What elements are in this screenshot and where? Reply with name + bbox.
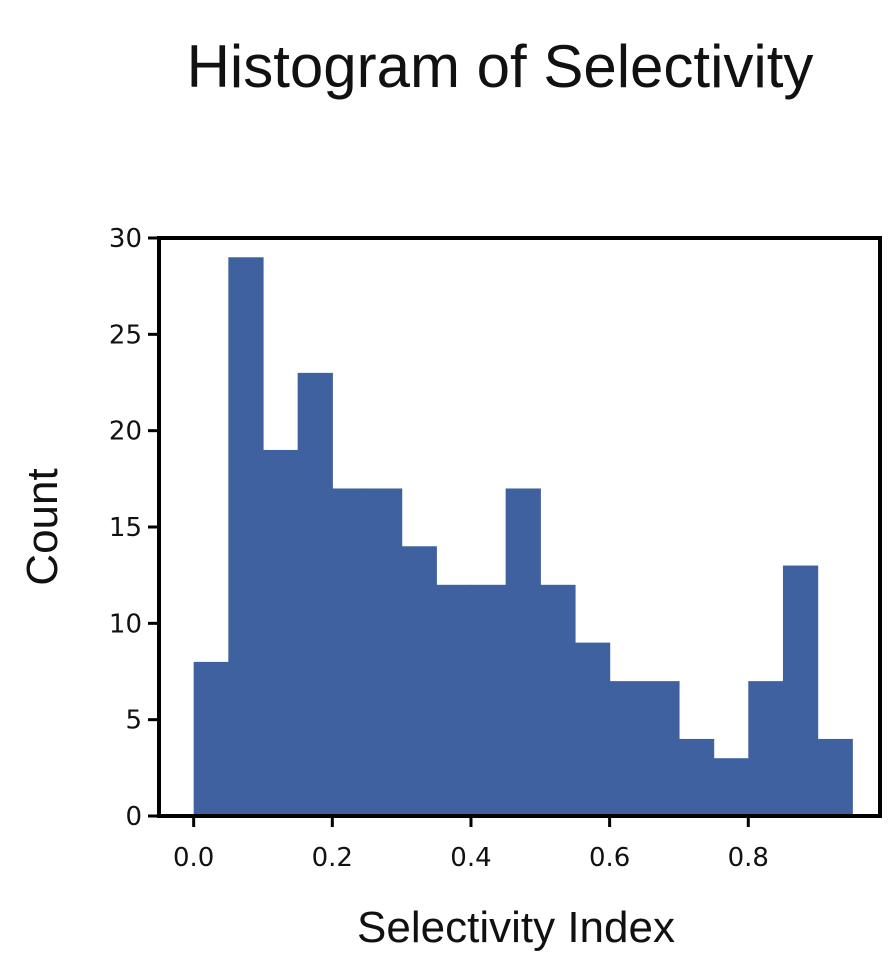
- x-tick-label: 0.8: [728, 843, 769, 873]
- histogram-bar: [678, 738, 715, 816]
- chart-title: Histogram of Selectivity: [187, 33, 814, 100]
- y-tick-label: 25: [109, 320, 142, 350]
- histogram-bar: [366, 488, 403, 816]
- histogram-bar: [470, 584, 507, 816]
- x-tick-label: 0.4: [450, 843, 491, 873]
- y-tick-label: 20: [109, 417, 142, 447]
- histogram-bar: [228, 257, 264, 816]
- x-axis-ticks: 0.0 0.2 0.4 0.6 0.8: [173, 816, 769, 873]
- bars-group: [193, 257, 853, 816]
- y-tick-label: 15: [109, 513, 142, 543]
- y-tick-label: 5: [125, 706, 142, 736]
- histogram-bar: [817, 738, 853, 816]
- histogram-bar: [574, 642, 611, 816]
- histogram-bar: [748, 681, 784, 816]
- histogram-bar: [540, 584, 576, 816]
- y-axis-ticks: 0 5 10 15 20 25 30: [109, 224, 159, 832]
- x-axis-label: Selectivity Index: [357, 903, 675, 952]
- histogram-bar: [262, 449, 299, 816]
- y-tick-label: 10: [109, 609, 142, 639]
- y-tick-label: 30: [109, 224, 142, 254]
- histogram-bar: [505, 488, 541, 816]
- histogram-bar: [193, 661, 229, 816]
- x-tick-label: 0.2: [312, 843, 353, 873]
- histogram-bar: [436, 584, 472, 816]
- histogram-bar: [644, 681, 680, 816]
- histogram-bar: [713, 758, 749, 816]
- histogram-bar: [609, 681, 645, 816]
- y-tick-label: 0: [125, 802, 142, 832]
- x-tick-label: 0.0: [173, 843, 214, 873]
- y-axis-label: Count: [18, 468, 67, 585]
- histogram-bar: [297, 372, 333, 816]
- histogram-bar: [401, 546, 437, 816]
- histogram-bar: [782, 565, 819, 816]
- histogram-bar: [332, 488, 368, 816]
- x-tick-label: 0.6: [589, 843, 630, 873]
